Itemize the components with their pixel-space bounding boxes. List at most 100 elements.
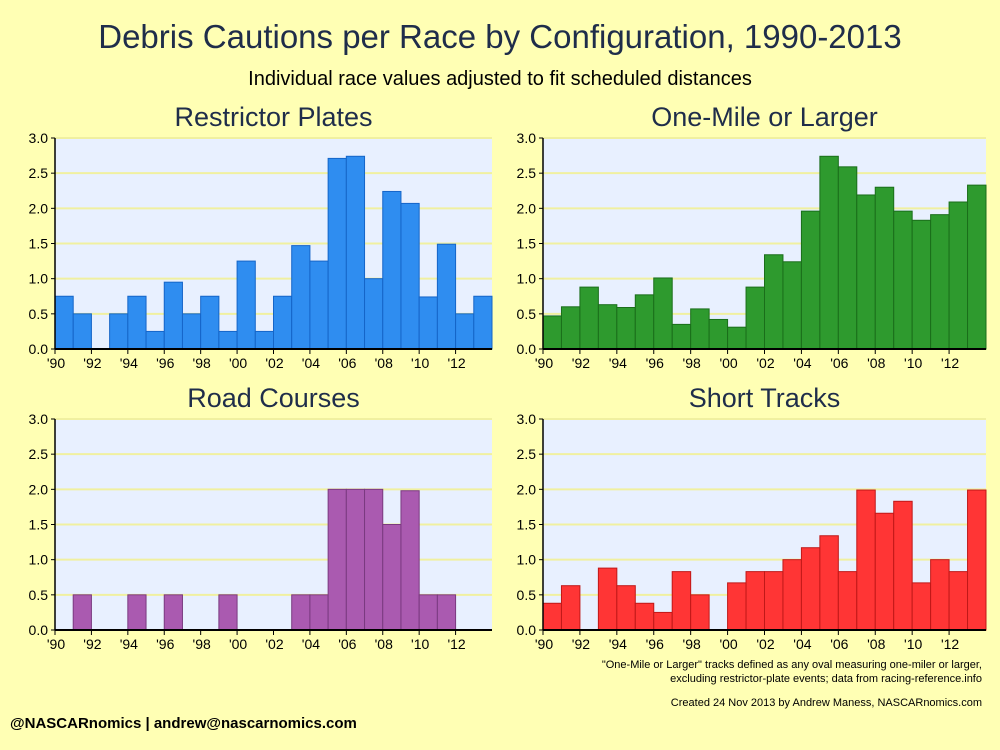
y-tick-label: 2.5 bbox=[29, 165, 49, 181]
bar-2010 bbox=[911, 582, 932, 631]
panel-3: Short Tracks 0.0 0.5 1.0 1.5 2.0 2.5 3.0 '90 '92 '… bbox=[517, 383, 987, 652]
chart-title: Debris Cautions per Race by Configuratio… bbox=[98, 18, 901, 55]
bar-2002 bbox=[764, 571, 784, 631]
bar-2005 bbox=[819, 155, 839, 350]
bar-1995 bbox=[634, 294, 655, 350]
bar-1994 bbox=[127, 295, 147, 350]
bar-1998 bbox=[690, 594, 710, 631]
x-tick-label: '92 bbox=[572, 636, 590, 652]
bar-1999 bbox=[708, 318, 729, 350]
bar-2006 bbox=[345, 155, 366, 350]
bar-2000 bbox=[727, 582, 747, 631]
bar-1996 bbox=[653, 277, 673, 350]
y-tick-label: 1.0 bbox=[517, 271, 537, 287]
bar-1996 bbox=[653, 611, 673, 631]
x-tick-label: '00 bbox=[719, 355, 737, 371]
bar-2010 bbox=[418, 594, 438, 631]
bar-1991 bbox=[560, 306, 581, 350]
x-tick-label: '08 bbox=[867, 355, 885, 371]
y-tick-label: 3.0 bbox=[517, 411, 537, 427]
bar-2012 bbox=[948, 571, 969, 631]
x-tick-label: '90 bbox=[47, 636, 65, 652]
y-tick-label: 0.0 bbox=[29, 341, 49, 357]
panel-title: Short Tracks bbox=[689, 383, 841, 413]
bar-1993 bbox=[597, 304, 618, 350]
bar-1996 bbox=[163, 594, 183, 631]
bar-1997 bbox=[671, 323, 692, 350]
x-tick-label: '92 bbox=[83, 355, 101, 371]
panel-2: Road Courses 0.0 0.5 1.0 1.5 2.0 2.5 3.0 '90 '92 '… bbox=[29, 383, 492, 652]
contact-text: @NASCARnomics | andrew@nascarnomics.com bbox=[10, 715, 357, 732]
x-tick-label: '10 bbox=[411, 355, 429, 371]
bar-2009 bbox=[893, 210, 913, 350]
chart-subtitle: Individual race values adjusted to fit s… bbox=[248, 68, 752, 90]
bar-1990 bbox=[542, 602, 562, 631]
x-tick-label: '12 bbox=[941, 636, 959, 652]
y-tick-label: 0.5 bbox=[517, 587, 537, 603]
x-tick-label: '12 bbox=[447, 636, 465, 652]
x-tick-label: '94 bbox=[120, 636, 138, 652]
y-tick-label: 3.0 bbox=[517, 130, 537, 146]
bar-2007 bbox=[856, 194, 876, 350]
bar-2007 bbox=[364, 278, 384, 350]
x-tick-label: '90 bbox=[47, 355, 65, 371]
x-tick-label: '08 bbox=[867, 636, 885, 652]
y-tick-label: 2.5 bbox=[29, 446, 49, 462]
bar-2000 bbox=[727, 326, 747, 350]
x-tick-label: '04 bbox=[793, 355, 811, 371]
x-tick-label: '12 bbox=[447, 355, 465, 371]
x-tick-label: '94 bbox=[120, 355, 138, 371]
y-tick-label: 0.0 bbox=[517, 622, 537, 638]
bar-2003 bbox=[291, 245, 311, 350]
footnote-line-2: excluding restrictor-plate events; data … bbox=[670, 673, 982, 685]
bar-1991 bbox=[560, 585, 581, 631]
x-tick-label: '06 bbox=[830, 355, 848, 371]
y-tick-label: 1.0 bbox=[517, 552, 537, 568]
bar-2000 bbox=[236, 260, 256, 350]
bar-1999 bbox=[218, 330, 238, 350]
bar-2009 bbox=[893, 500, 913, 631]
bar-1996 bbox=[163, 281, 183, 350]
bar-1998 bbox=[200, 295, 220, 350]
bar-2011 bbox=[930, 214, 950, 350]
bar-2013 bbox=[967, 184, 987, 350]
x-tick-label: '06 bbox=[338, 355, 356, 371]
x-tick-label: '12 bbox=[941, 355, 959, 371]
bar-1992 bbox=[579, 286, 599, 350]
bar-1991 bbox=[72, 313, 92, 350]
x-tick-label: '98 bbox=[193, 355, 211, 371]
x-tick-label: '02 bbox=[265, 355, 283, 371]
x-tick-label: '08 bbox=[375, 355, 393, 371]
bar-2011 bbox=[436, 594, 457, 631]
bar-2008 bbox=[382, 524, 402, 631]
y-tick-label: 1.5 bbox=[517, 517, 537, 533]
bar-2008 bbox=[874, 186, 895, 350]
y-tick-label: 0.5 bbox=[517, 306, 537, 322]
panels: Restrictor Plates 0.0 0.5 1.0 1.5 2.0 2.5 3.0 '9… bbox=[29, 102, 987, 652]
bar-2005 bbox=[327, 488, 347, 631]
bar-2002 bbox=[764, 254, 784, 350]
bar-2004 bbox=[800, 547, 821, 631]
y-tick-label: 1.5 bbox=[29, 517, 49, 533]
y-tick-label: 3.0 bbox=[29, 130, 49, 146]
x-tick-label: '10 bbox=[904, 636, 922, 652]
x-tick-label: '90 bbox=[535, 636, 553, 652]
x-tick-label: '92 bbox=[83, 636, 101, 652]
bar-1997 bbox=[181, 313, 202, 350]
panel-1: One-Mile or Larger 0.0 0.5 1.0 1.5 2.0 2.5 3.0 '… bbox=[517, 102, 987, 371]
x-tick-label: '04 bbox=[302, 355, 320, 371]
y-tick-label: 1.0 bbox=[29, 552, 49, 568]
y-tick-label: 2.5 bbox=[517, 446, 537, 462]
x-tick-label: '98 bbox=[683, 355, 701, 371]
y-tick-label: 0.5 bbox=[29, 587, 49, 603]
footnote-line-1: "One-Mile or Larger" tracks defined as a… bbox=[602, 659, 982, 671]
bar-2012 bbox=[948, 201, 969, 350]
x-tick-label: '96 bbox=[646, 636, 664, 652]
bar-2012 bbox=[455, 313, 475, 350]
x-tick-label: '94 bbox=[609, 636, 627, 652]
bar-2003 bbox=[291, 594, 311, 631]
bar-2005 bbox=[327, 157, 347, 350]
bar-2007 bbox=[364, 488, 384, 631]
y-tick-label: 3.0 bbox=[29, 411, 49, 427]
bar-1998 bbox=[690, 308, 710, 350]
